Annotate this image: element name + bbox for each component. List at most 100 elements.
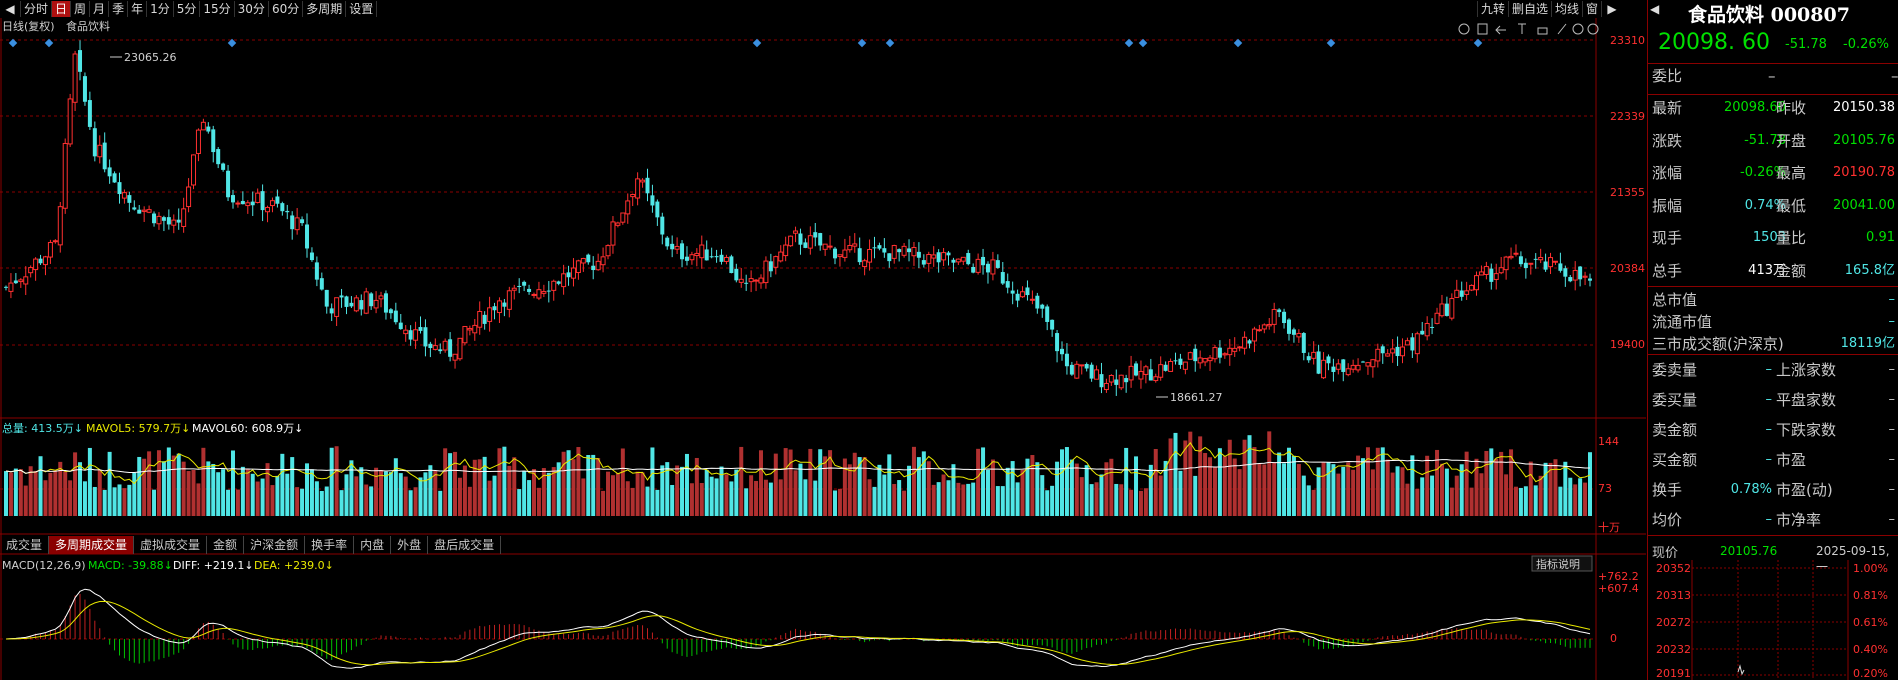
chart-tool-icons[interactable] (1458, 23, 1599, 35)
price-axis-1: 23310 (1610, 34, 1645, 47)
vol-mavol60: MAVOL60: 608.9万↓ (192, 422, 303, 435)
tab-multi-period-volume[interactable]: 多周期成交量 (49, 536, 135, 554)
tab-1min[interactable]: 1分 (147, 1, 174, 17)
volume-bar (803, 479, 808, 516)
volume-bar (1316, 467, 1321, 516)
candle-body (1045, 306, 1050, 322)
candle-body (877, 245, 882, 249)
candle-body (1163, 364, 1168, 371)
quote-label-1: 涨跌 (1652, 131, 1683, 150)
volume-bar (981, 447, 986, 516)
max-price-label: 23065.26 (124, 51, 177, 64)
quote-change-pct: -0.26% (1843, 37, 1889, 52)
tab-amount[interactable]: 金额 (207, 536, 245, 554)
candle-body (1523, 262, 1528, 268)
candle-body (723, 256, 729, 262)
candle-body (704, 249, 709, 261)
tab-volume[interactable]: 成交量 (0, 536, 50, 554)
candle-body (1572, 269, 1578, 281)
candle-body (1399, 346, 1405, 357)
window-button[interactable]: 窗 (1581, 1, 1601, 17)
panel-collapse-icon[interactable]: ◀ (1650, 2, 1660, 16)
volume-bar (235, 489, 240, 516)
flow-value2-3: – (1888, 452, 1896, 467)
candle-body (57, 206, 63, 246)
candle-body (570, 267, 576, 279)
volume-bar (783, 448, 788, 516)
volume-bar (117, 484, 122, 516)
mini-intraday-chart[interactable]: 20352 20313 20272 20232 20191 1.00% 0.81… (1648, 560, 1898, 680)
candle-body (1321, 359, 1327, 379)
volume-bar (665, 462, 670, 516)
jiuzhuan-button[interactable]: 九转 (1476, 1, 1508, 17)
ma-button[interactable]: 均线 (1550, 1, 1582, 17)
tab-hs-amount[interactable]: 沪深金额 (244, 536, 306, 554)
tab-5min[interactable]: 5分 (174, 1, 201, 17)
tab-month[interactable]: 月 (90, 1, 110, 17)
volume-bar (418, 477, 423, 516)
volume-bar (147, 451, 152, 516)
tab-quarter[interactable]: 季 (109, 1, 129, 17)
tab-multi-period[interactable]: 多周期 (303, 1, 347, 17)
candle-body (393, 310, 398, 323)
candle-body (383, 293, 388, 313)
volume-bar (1375, 447, 1380, 516)
candle-body (1025, 287, 1030, 296)
volume-bar (729, 481, 734, 516)
candle-body (1361, 361, 1366, 363)
volume-bar (53, 470, 58, 516)
tab-inner[interactable]: 内盘 (354, 536, 392, 554)
candle-body (452, 353, 458, 361)
tab-fenshi[interactable]: 分时 (21, 1, 53, 17)
volume-bar (1459, 464, 1464, 516)
tab-virtual-volume[interactable]: 虚拟成交量 (134, 536, 208, 554)
tab-turnover[interactable]: 换手率 (305, 536, 355, 554)
candle-body (349, 302, 354, 307)
tab-outer[interactable]: 外盘 (391, 536, 429, 554)
next-arrow-icon[interactable]: ▶ (1601, 1, 1622, 17)
tab-60min[interactable]: 60分 (269, 1, 304, 17)
candle-body (1271, 308, 1277, 325)
candle-body (625, 200, 631, 215)
candle-body (418, 327, 423, 331)
candle-body (566, 272, 571, 278)
tab-30min[interactable]: 30分 (235, 1, 269, 17)
volume-bar (132, 472, 137, 516)
volume-bar (137, 456, 142, 516)
candle-body (793, 230, 799, 234)
candle-body (872, 247, 877, 249)
volume-bar (512, 457, 517, 516)
tab-day[interactable]: 日 (52, 1, 72, 17)
volume-bar (1464, 451, 1469, 516)
volume-bar (92, 486, 97, 516)
candle-body (290, 215, 295, 230)
remove-favorite-button[interactable]: 删自选 (1507, 1, 1551, 17)
candle-body (1069, 364, 1074, 375)
tab-week[interactable]: 周 (71, 1, 91, 17)
candle-body (294, 217, 300, 231)
quote-value-4: 1503 (1752, 230, 1786, 245)
candle-body (141, 209, 147, 212)
flow-value2-5: – (1888, 512, 1896, 527)
volume-bar (1420, 477, 1425, 516)
indicator-help-button[interactable] (1531, 555, 1593, 572)
candle-body (1227, 347, 1233, 356)
prev-arrow-icon[interactable]: ◀ (0, 1, 21, 17)
tab-15min[interactable]: 15分 (200, 1, 235, 17)
volume-bar (1134, 456, 1139, 516)
tab-year[interactable]: 年 (128, 1, 148, 17)
volume-bar (472, 459, 477, 516)
tab-after-hours-volume[interactable]: 盘后成交量 (428, 536, 502, 554)
candle-body (462, 325, 468, 344)
candle-body (753, 279, 759, 282)
candle-body (457, 337, 463, 360)
volume-bar (383, 471, 388, 516)
candle-body (1489, 268, 1494, 282)
kline-chart[interactable]: 日线(复权) 食品饮料 23310 22339 21355 20384 1940… (0, 18, 1646, 680)
volume-bar (1400, 467, 1405, 516)
settings-button[interactable]: 设置 (346, 1, 378, 17)
volume-bar (1489, 448, 1494, 516)
candle-body (857, 248, 862, 263)
volume-bar (867, 479, 872, 516)
volume-bar (1415, 488, 1420, 516)
